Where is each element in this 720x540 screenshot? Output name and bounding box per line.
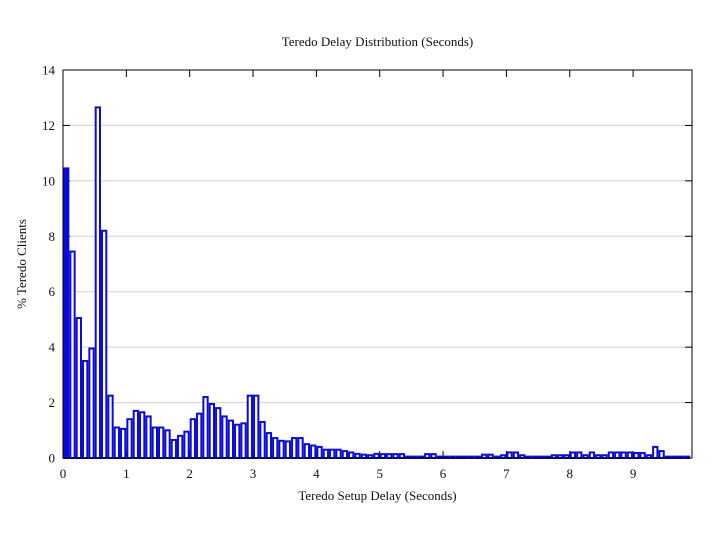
histogram-bar: [424, 453, 431, 459]
histogram-bar: [291, 437, 298, 459]
y-tick-label: 6: [49, 284, 56, 299]
x-tick-label: 5: [376, 466, 383, 481]
histogram-bar: [202, 396, 209, 459]
histogram-bar: [234, 423, 241, 459]
histogram-bar: [246, 394, 254, 460]
x-axis-label: Teredo Setup Delay (Seconds): [298, 488, 457, 503]
histogram-bar: [196, 412, 203, 460]
histogram-bar: [392, 453, 399, 459]
histogram-bar: [316, 445, 323, 460]
histogram-bar: [88, 347, 95, 459]
histogram-bar: [132, 409, 139, 460]
plot-border: [62, 69, 693, 459]
histogram-bar: [588, 451, 596, 459]
histogram-bar: [620, 451, 627, 459]
histogram-bar: [69, 250, 76, 459]
histogram-bar: [506, 451, 513, 459]
histogram-bar: [208, 402, 216, 459]
y-tick-label: 10: [42, 173, 55, 188]
histogram-bar: [335, 448, 342, 460]
x-tick-label: 8: [566, 466, 573, 481]
histogram-bar: [297, 437, 304, 459]
x-tick-label: 4: [313, 466, 320, 481]
x-tick-label: 9: [630, 466, 637, 481]
histogram-bar: [227, 419, 235, 459]
histogram-bar: [386, 453, 393, 459]
histogram-bar: [373, 452, 380, 459]
y-tick-label: 4: [49, 340, 56, 355]
histogram-bar: [158, 426, 165, 460]
x-tick-label: 7: [503, 466, 510, 481]
histogram-bar: [101, 229, 108, 459]
histogram-bar: [278, 439, 285, 460]
histogram-bar: [512, 451, 520, 459]
histogram-bar: [348, 451, 355, 459]
histogram-bar: [569, 451, 577, 459]
histogram-bar: [329, 448, 336, 460]
histogram-bar: [379, 453, 387, 459]
histogram-bar: [310, 444, 317, 459]
y-tick-label: 8: [49, 229, 56, 244]
histogram-bar: [607, 451, 615, 459]
histogram-bar: [284, 440, 292, 459]
histogram-bar: [259, 420, 266, 459]
histogram-bar: [215, 407, 222, 459]
histogram-bar: [151, 426, 158, 460]
histogram-bar: [120, 427, 127, 459]
histogram-bar: [341, 450, 349, 460]
histogram-bar: [322, 448, 330, 460]
histogram-bar: [265, 432, 273, 459]
histogram-bar: [177, 434, 184, 459]
chart-title: Teredo Delay Distribution (Seconds): [281, 34, 474, 49]
histogram-bar: [639, 452, 646, 460]
x-tick-label: 1: [123, 466, 130, 481]
histogram-bar: [658, 450, 665, 460]
histogram-bar: [221, 415, 228, 459]
x-tick-label: 0: [60, 466, 67, 481]
y-tick-label: 14: [42, 63, 56, 78]
histogram-bar: [272, 437, 279, 459]
y-tick-label: 2: [49, 395, 56, 410]
x-tick-label: 3: [250, 466, 257, 481]
histogram-bar: [82, 360, 89, 459]
y-tick-label: 0: [49, 451, 56, 466]
histogram-bar: [107, 394, 114, 460]
histogram-bar: [398, 453, 406, 459]
histogram-bar: [189, 418, 196, 460]
histogram-bar: [354, 452, 361, 459]
histogram-bar: [126, 418, 133, 460]
histogram-bar: [164, 429, 171, 460]
y-axis-label: % Teredo Clients: [14, 219, 29, 309]
histogram-bar: [183, 430, 190, 460]
histogram-bar: [63, 167, 70, 459]
histogram-bar: [253, 394, 260, 460]
histogram-bar: [240, 422, 247, 459]
x-tick-label: 2: [186, 466, 193, 481]
histogram-bar: [113, 426, 120, 460]
histogram-bar: [626, 451, 634, 459]
histogram-bar: [75, 317, 82, 460]
histogram-bar: [94, 106, 101, 459]
histogram-bar: [652, 445, 659, 460]
histogram-bar: [145, 415, 152, 459]
histogram-bar: [576, 451, 583, 459]
x-tick-label: 6: [440, 466, 447, 481]
histogram-bar: [633, 452, 640, 460]
y-tick-label: 12: [42, 118, 55, 133]
histogram-bar: [614, 451, 621, 459]
histogram-bar: [430, 453, 437, 459]
histogram-bar: [303, 443, 311, 460]
histogram-bar: [170, 438, 177, 459]
histogram-bar: [139, 411, 146, 459]
